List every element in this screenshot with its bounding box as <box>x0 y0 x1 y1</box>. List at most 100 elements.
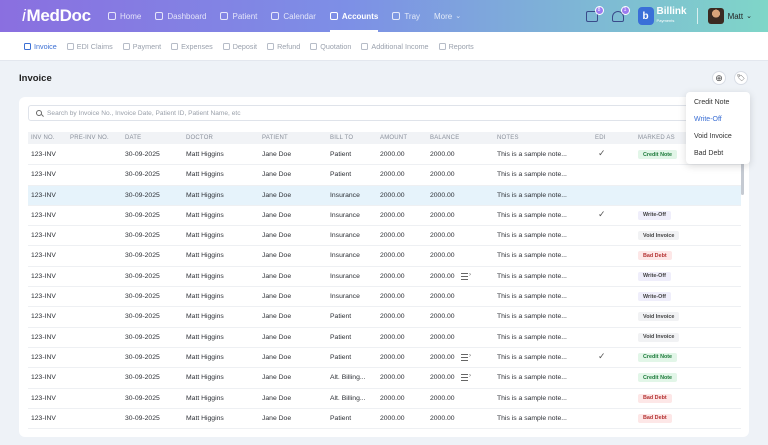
tab-refund[interactable]: Refund <box>267 42 300 51</box>
edi-queue-icon[interactable] <box>461 353 471 361</box>
marked-as-badge[interactable]: Void Invoice <box>638 312 680 322</box>
plus-icon: ⊕ <box>715 72 723 83</box>
messages-badge: 8 <box>594 5 604 15</box>
add-button[interactable]: ⊕ <box>712 71 726 85</box>
chevron-down-icon[interactable]: ⌄ <box>746 13 752 20</box>
nav-accounts[interactable]: Accounts <box>329 0 379 32</box>
nav-more[interactable]: More ⌄ <box>434 11 462 21</box>
cell-patient: Jane Doe <box>262 394 292 402</box>
cell-bill-to: Insurance <box>330 232 360 240</box>
col-patient[interactable]: PATIENT <box>262 135 288 141</box>
cell-patient: Jane Doe <box>262 232 292 240</box>
col-pre-inv-no[interactable]: PRE-INV NO. <box>70 135 109 141</box>
table-row[interactable]: 123-INV 30-09-2025 Matt Higgins Jane Doe Ins… <box>28 226 741 247</box>
cell-amount: 2000.00 <box>380 414 405 422</box>
marked-as-badge[interactable]: Write-Off <box>638 210 671 220</box>
table-row[interactable]: 123-INV 30-09-2025 Matt Higgins Jane Doe Pat… <box>28 328 741 348</box>
tag-button[interactable]: 🏷 <box>734 71 748 85</box>
marked-as-badge[interactable]: Bad Debt <box>638 251 672 261</box>
tab-additional-income[interactable]: Additional Income <box>361 42 429 51</box>
cell-date: 30-09-2025 <box>125 394 160 402</box>
cell-inv-no: 123-INV <box>31 333 56 341</box>
tag-icon: 🏷 <box>736 75 746 82</box>
dropdown-item-bad-debt[interactable]: Bad Debt <box>694 150 724 157</box>
table-row[interactable]: 123-INV 30-09-2025 Matt Higgins Jane Doe Pat… <box>28 145 741 166</box>
marked-as-badge[interactable]: Write-Off <box>638 292 671 302</box>
billink-brand[interactable]: b Billink Payments <box>637 7 687 25</box>
edi-queue-icon[interactable] <box>461 373 471 382</box>
cell-doctor: Matt Higgins <box>186 293 224 301</box>
marked-as-badge[interactable]: Credit Note <box>638 373 678 383</box>
col-doctor[interactable]: DOCTOR <box>186 135 214 141</box>
cell-amount: 2000.00 <box>380 211 405 219</box>
user-name[interactable]: Matt <box>727 11 744 21</box>
col-amount[interactable]: AMOUNT <box>380 135 408 141</box>
search-bar[interactable] <box>28 105 732 121</box>
table-row[interactable]: 123-INV 30-09-2025 Matt Higgins Jane Doe Ins… <box>28 267 741 288</box>
edi-icon <box>66 42 74 50</box>
table-row[interactable]: 123-INV 30-09-2025 Matt Higgins Jane Doe Alt… <box>28 389 741 409</box>
table-row[interactable]: 123-INV 30-09-2025 Matt Higgins Jane Doe Pat… <box>28 165 741 186</box>
main-nav: Home Dashboard Patient Calendar Accounts… <box>108 0 475 32</box>
table-row[interactable]: 123-INV 30-09-2025 Matt Higgins Jane Doe Ins… <box>28 246 741 267</box>
dropdown-item-credit-note[interactable]: Credit Note <box>694 99 730 106</box>
nav-patient[interactable]: Patient <box>220 0 257 32</box>
marked-as-badge[interactable]: Credit Note <box>638 150 678 159</box>
cell-doctor: Matt Higgins <box>186 333 224 341</box>
marked-as-badge[interactable]: Void Invoice <box>638 332 680 342</box>
col-marked-as[interactable]: MARKED AS <box>638 135 675 141</box>
cell-bill-to: Patient <box>330 313 352 321</box>
table-row[interactable]: 123-INV 30-09-2025 Matt Higgins Jane Doe Pat… <box>28 409 741 430</box>
col-edi[interactable]: EDI <box>595 135 606 141</box>
nav-dashboard[interactable]: Dashboard <box>155 0 206 32</box>
deposit-icon <box>222 42 230 50</box>
tab-payment[interactable]: Payment <box>122 42 161 51</box>
marked-as-badge[interactable]: Void Invoice <box>638 231 680 241</box>
cell-date: 30-09-2025 <box>125 353 160 361</box>
marked-as-badge[interactable]: Credit Note <box>638 352 678 362</box>
avatar[interactable] <box>707 8 724 24</box>
col-balance[interactable]: BALANCE <box>430 135 460 141</box>
dropdown-item-write-off[interactable]: Write-Off <box>694 116 722 123</box>
chevron-down-icon: ⌄ <box>455 13 462 20</box>
tab-expenses[interactable]: Expenses <box>171 42 213 51</box>
cell-inv-no: 123-INV <box>31 293 56 301</box>
bell-icon[interactable]: 1 <box>611 5 630 22</box>
table-row[interactable]: 123-INV 30-09-2025 Matt Higgins Jane Doe Ins… <box>28 287 741 308</box>
table-row[interactable]: 123-INV 30-09-2025 Matt Higgins Jane Doe Alt… <box>28 368 741 389</box>
cell-inv-no: 123-INV <box>31 313 56 321</box>
dropdown-item-void-invoice[interactable]: Void Invoice <box>694 133 732 140</box>
marked-as-badge[interactable]: Bad Debt <box>638 393 672 403</box>
edi-queue-icon[interactable] <box>461 272 471 280</box>
table-row[interactable]: 123-INV 30-09-2025 Matt Higgins Jane Doe Ins… <box>28 185 741 206</box>
table-row[interactable]: 123-INV 30-09-2025 Matt Higgins Jane Doe Pat… <box>28 348 741 369</box>
tab-reports[interactable]: Reports <box>438 42 474 51</box>
quotation-icon <box>310 42 318 50</box>
tab-edi-claims[interactable]: EDI Claims <box>66 42 113 51</box>
search-input[interactable] <box>47 109 647 117</box>
cell-date: 30-09-2025 <box>125 272 160 280</box>
tab-invoice[interactable]: Invoice <box>24 42 57 51</box>
expenses-icon <box>171 42 179 50</box>
table-row[interactable]: 123-INV 30-09-2025 Matt Higgins Jane Doe Pat… <box>28 307 741 328</box>
col-date[interactable]: DATE <box>125 135 142 141</box>
cell-doctor: Matt Higgins <box>186 414 224 422</box>
calendar-icon <box>271 12 280 20</box>
table-row[interactable]: 123-INV 30-09-2025 Matt Higgins Jane Doe Ins… <box>28 206 741 227</box>
marked-as-badge[interactable]: Bad Debt <box>638 413 672 423</box>
marked-as-badge[interactable]: Write-Off <box>638 271 671 281</box>
cell-doctor: Matt Higgins <box>186 353 224 361</box>
cell-balance: 2000.00 <box>430 353 455 361</box>
col-bill-to[interactable]: BILL TO <box>330 135 354 141</box>
table-scrollbar[interactable] <box>741 150 744 195</box>
col-notes[interactable]: NOTES <box>497 135 519 141</box>
nav-home[interactable]: Home <box>108 0 141 32</box>
messages-icon[interactable]: 8 <box>585 5 604 22</box>
tab-deposit[interactable]: Deposit <box>222 42 257 51</box>
app-logo[interactable]: iMedDoc <box>22 6 91 25</box>
tab-quotation[interactable]: Quotation <box>310 42 351 51</box>
nav-calendar[interactable]: Calendar <box>271 0 316 32</box>
nav-tray[interactable]: Tray <box>392 0 420 32</box>
col-inv-no[interactable]: INV NO. <box>31 135 55 141</box>
cell-inv-no: 123-INV <box>31 232 56 240</box>
